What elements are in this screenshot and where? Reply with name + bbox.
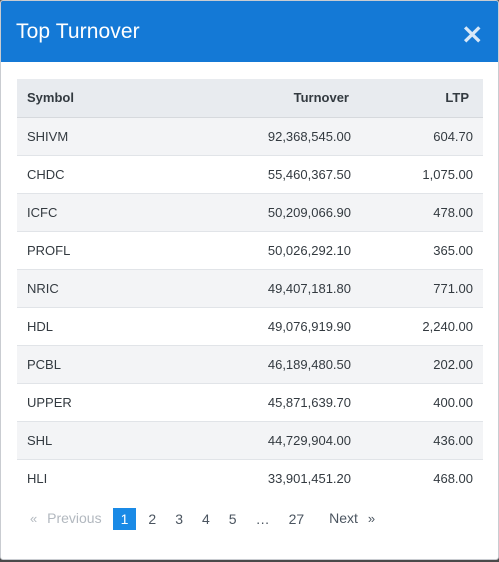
turnover-cell: 33,901,451.20 (158, 458, 361, 497)
turnover-cell: 49,407,181.80 (158, 268, 361, 307)
ltp-cell: 468.00 (361, 458, 483, 497)
page-button-2[interactable]: 2 (148, 510, 157, 527)
table-row[interactable]: NRIC 49,407,181.80 771.00 (17, 268, 483, 307)
column-header-turnover[interactable]: Turnover (158, 79, 361, 118)
symbol-cell: PCBL (17, 344, 158, 383)
modal-title: Top Turnover (16, 19, 140, 43)
close-icon[interactable]: × (460, 16, 484, 50)
table-row[interactable]: SHL 44,729,904.00 436.00 (17, 420, 483, 459)
page-button-3[interactable]: 3 (175, 510, 183, 527)
ltp-cell: 478.00 (361, 192, 483, 231)
table-row[interactable]: PROFL 50,026,292.10 365.00 (17, 230, 483, 269)
symbol-cell: SHL (17, 420, 158, 459)
chevron-left-icon: « (30, 511, 38, 526)
turnover-cell: 50,209,066.90 (158, 192, 361, 231)
column-header-symbol[interactable]: Symbol (17, 79, 158, 118)
modal-header: Top Turnover × (1, 1, 498, 62)
symbol-cell: UPPER (17, 382, 158, 421)
table-row[interactable]: CHDC 55,460,367.50 1,075.00 (17, 154, 483, 193)
page-button-1[interactable]: 1 (112, 507, 137, 530)
next-label: Next (329, 510, 358, 526)
symbol-cell: HLI (17, 458, 158, 497)
column-header-ltp[interactable]: LTP (361, 79, 483, 118)
ltp-cell: 604.70 (361, 116, 483, 155)
previous-page-button: « Previous (23, 507, 109, 530)
symbol-cell: CHDC (17, 154, 158, 193)
table-row[interactable]: HLI 33,901,451.20 468.00 (17, 458, 483, 497)
table-row[interactable]: UPPER 45,871,639.70 400.00 (17, 382, 483, 421)
turnover-cell: 45,871,639.70 (158, 382, 361, 421)
previous-label: Previous (47, 510, 102, 526)
symbol-cell: NRIC (17, 268, 158, 307)
ltp-cell: 771.00 (361, 268, 483, 307)
table-row[interactable]: PCBL 46,189,480.50 202.00 (17, 344, 483, 383)
chevron-right-icon: » (367, 511, 376, 526)
ltp-cell: 400.00 (361, 382, 483, 421)
ltp-cell: 1,075.00 (361, 154, 483, 193)
page-button-27[interactable]: 27 (288, 510, 305, 527)
symbol-cell: ICFC (17, 192, 158, 231)
ltp-cell: 436.00 (361, 420, 483, 459)
turnover-cell: 50,026,292.10 (158, 230, 361, 269)
table-row[interactable]: HDL 49,076,919.90 2,240.00 (17, 306, 483, 345)
table-row[interactable]: ICFC 50,209,066.90 478.00 (17, 192, 483, 231)
turnover-table-container: Symbol Turnover LTP SHIVM 92,368,545.00 60… (17, 79, 483, 497)
symbol-cell: SHIVM (17, 116, 158, 155)
next-page-button[interactable]: Next » (322, 507, 382, 530)
table-row[interactable]: SHIVM 92,368,545.00 604.70 (17, 116, 483, 155)
table-header-row: Symbol Turnover LTP (17, 79, 483, 118)
ltp-cell: 365.00 (361, 230, 483, 269)
page-ellipsis: … (255, 510, 270, 527)
pagination: « Previous 1 2 3 4 5 … 27 Next » (23, 507, 382, 530)
turnover-cell: 92,368,545.00 (158, 116, 361, 155)
symbol-cell: PROFL (17, 230, 158, 269)
ltp-cell: 202.00 (361, 344, 483, 383)
symbol-cell: HDL (17, 306, 158, 345)
turnover-cell: 55,460,367.50 (158, 154, 361, 193)
page-button-5[interactable]: 5 (228, 510, 237, 527)
turnover-cell: 49,076,919.90 (158, 306, 361, 345)
turnover-table: Symbol Turnover LTP SHIVM 92,368,545.00 60… (17, 79, 483, 497)
turnover-cell: 44,729,904.00 (158, 420, 361, 459)
turnover-cell: 46,189,480.50 (158, 344, 361, 383)
page-button-4[interactable]: 4 (201, 510, 210, 527)
ltp-cell: 2,240.00 (361, 306, 483, 345)
